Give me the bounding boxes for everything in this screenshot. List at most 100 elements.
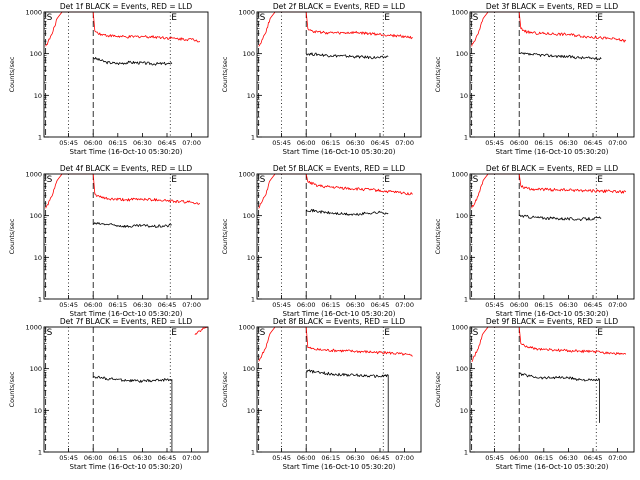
series-line-lld (194, 326, 209, 336)
x-tick-label: 06:00 (84, 301, 103, 309)
marker-E: E (171, 13, 177, 23)
series-line-events (518, 372, 600, 423)
x-tick-label: 07:00 (395, 139, 414, 147)
x-tick-label: 06:00 (297, 454, 316, 462)
x-axis-label: Start Time (16-Oct-10 05:30:20) (283, 310, 396, 318)
y-tick-label: 10 (34, 92, 42, 100)
chart-panel-8: Det 8f BLACK = Events, RED = LLD Counts/s… (221, 317, 422, 471)
y-axis-label: Counts/sec (8, 218, 16, 254)
chart-title: Det 5f BLACK = Events, RED = LLD (273, 164, 406, 173)
chart-title: Det 7f BLACK = Events, RED = LLD (60, 317, 193, 326)
x-tick-label: 07:00 (182, 139, 201, 147)
chart-panel-2: Det 2f BLACK = Events, RED = LLD Counts/s… (221, 2, 422, 156)
x-tick-label: 06:30 (346, 301, 365, 309)
x-tick-label: 06:00 (510, 301, 529, 309)
plot-frame (256, 326, 422, 453)
x-tick-label: 06:30 (559, 454, 578, 462)
x-tick-label: 06:30 (559, 139, 578, 147)
y-axis-label: Counts/sec (221, 218, 229, 254)
plot-frame (256, 173, 422, 300)
marker-E: E (171, 328, 177, 338)
y-tick-label: 10 (247, 407, 255, 415)
x-tick-label: 06:30 (346, 139, 365, 147)
chart-title: Det 6f BLACK = Events, RED = LLD (486, 164, 619, 173)
x-tick-label: 06:00 (84, 139, 103, 147)
plot-frame (43, 326, 209, 453)
y-tick-label: 1 (38, 449, 42, 457)
marker-E: E (171, 175, 177, 185)
plot-frame (469, 173, 635, 300)
x-tick-label: 06:30 (133, 301, 152, 309)
x-tick-label: 06:00 (297, 139, 316, 147)
y-axis-label: Counts/sec (434, 218, 442, 254)
x-tick-label: 06:30 (559, 301, 578, 309)
x-tick-label: 06:15 (321, 301, 340, 309)
x-axis-label: Start Time (16-Oct-10 05:30:20) (70, 310, 183, 318)
plot-frame (43, 11, 209, 138)
x-tick-label: 06:15 (534, 139, 553, 147)
chart-panel-7: Det 7f BLACK = Events, RED = LLD Counts/s… (8, 317, 209, 471)
y-tick-label: 1 (464, 449, 468, 457)
x-tick-label: 06:00 (84, 454, 103, 462)
x-tick-label: 06:45 (371, 139, 390, 147)
x-tick-label: 05:45 (272, 139, 291, 147)
y-axis-label: Counts/sec (434, 371, 442, 407)
x-tick-label: 06:45 (158, 139, 177, 147)
series-line-events (518, 52, 602, 61)
y-tick-label: 10 (34, 254, 42, 262)
chart-title: Det 4f BLACK = Events, RED = LLD (60, 164, 193, 173)
x-tick-label: 06:00 (510, 139, 529, 147)
y-tick-label: 10 (34, 407, 42, 415)
x-axis-label: Start Time (16-Oct-10 05:30:20) (283, 148, 396, 156)
chart-title: Det 8f BLACK = Events, RED = LLD (273, 317, 406, 326)
y-tick-label: 1 (464, 134, 468, 142)
series-line-events (92, 56, 173, 66)
x-tick-label: 06:45 (584, 301, 603, 309)
y-tick-label: 100 (30, 212, 42, 220)
y-tick-label: 100 (243, 50, 255, 58)
x-tick-label: 05:45 (272, 454, 291, 462)
x-tick-label: 06:30 (133, 454, 152, 462)
x-tick-label: 06:45 (158, 301, 177, 309)
x-axis-label: Start Time (16-Oct-10 05:30:20) (496, 310, 609, 318)
plot-frame (469, 326, 635, 453)
x-tick-label: 06:15 (534, 301, 553, 309)
y-tick-label: 1000 (238, 171, 255, 179)
y-tick-label: 100 (456, 212, 468, 220)
x-tick-label: 07:00 (182, 301, 201, 309)
series-line-events (305, 208, 389, 216)
series-line-events (93, 222, 172, 228)
marker-E: E (597, 175, 603, 185)
y-tick-label: 100 (30, 50, 42, 58)
marker-S: S (473, 328, 479, 338)
series-line-events (305, 369, 389, 452)
marker-E: E (384, 13, 390, 23)
y-tick-label: 1000 (25, 324, 42, 332)
y-tick-label: 1 (38, 134, 42, 142)
x-tick-label: 07:00 (182, 454, 201, 462)
chart-title: Det 1f BLACK = Events, RED = LLD (60, 2, 193, 11)
marker-E: E (384, 328, 390, 338)
chart-panel-4: Det 4f BLACK = Events, RED = LLD Counts/s… (8, 164, 209, 318)
marker-E: E (597, 13, 603, 23)
chart-panel-3: Det 3f BLACK = Events, RED = LLD Counts/s… (434, 2, 635, 156)
y-tick-label: 100 (456, 365, 468, 373)
chart-panel-9: Det 9f BLACK = Events, RED = LLD Counts/s… (434, 317, 635, 471)
y-axis-label: Counts/sec (221, 56, 229, 92)
x-tick-label: 06:15 (321, 139, 340, 147)
y-tick-label: 1000 (25, 171, 42, 179)
x-tick-label: 05:45 (272, 301, 291, 309)
y-tick-label: 100 (456, 50, 468, 58)
x-tick-label: 06:45 (371, 301, 390, 309)
y-tick-label: 1 (251, 449, 255, 457)
x-tick-label: 06:15 (321, 454, 340, 462)
y-tick-label: 1000 (238, 9, 255, 17)
x-axis-label: Start Time (16-Oct-10 05:30:20) (283, 463, 396, 471)
plot-frame (43, 173, 209, 300)
x-tick-label: 05:45 (59, 454, 78, 462)
y-tick-label: 100 (243, 365, 255, 373)
x-axis-label: Start Time (16-Oct-10 05:30:20) (496, 463, 609, 471)
chart-panel-5: Det 5f BLACK = Events, RED = LLD Counts/s… (221, 164, 422, 318)
x-tick-label: 05:45 (59, 301, 78, 309)
